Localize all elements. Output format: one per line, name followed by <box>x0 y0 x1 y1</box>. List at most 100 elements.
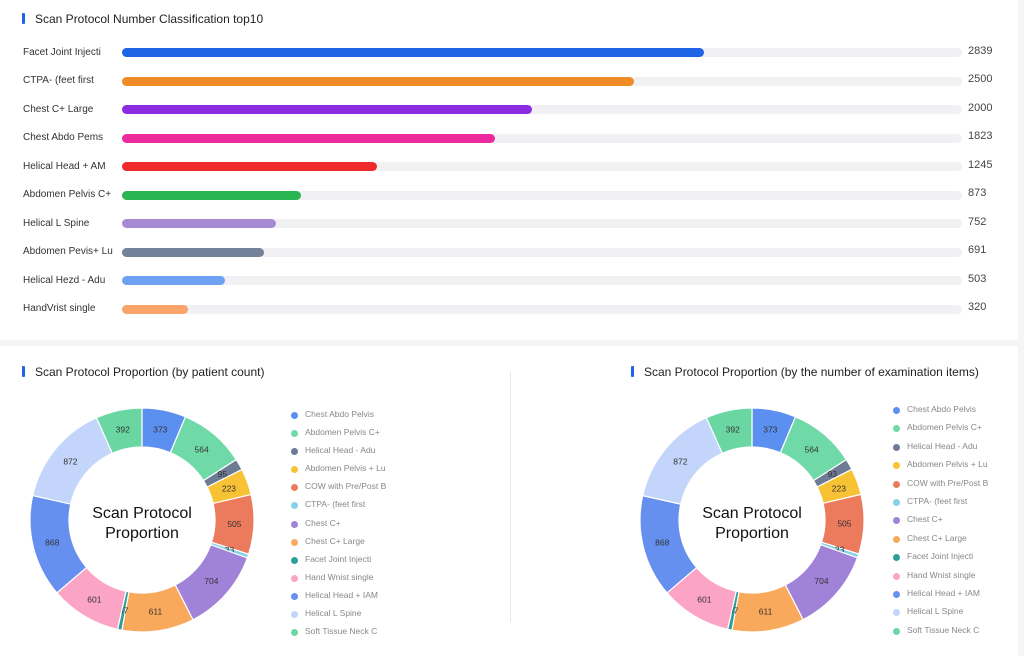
bar[interactable] <box>122 304 188 314</box>
bar[interactable] <box>122 162 378 172</box>
bar-track <box>122 190 962 200</box>
legend-dot-icon <box>291 412 298 419</box>
bar-track <box>122 48 962 57</box>
bar-value-label: 1823 <box>968 130 993 143</box>
legend-dot-icon <box>291 592 298 600</box>
legend-dot-icon <box>893 407 900 414</box>
legend-dot-icon <box>893 462 900 470</box>
legend-dot-icon <box>893 572 900 580</box>
legend-label: Chest C+ Large <box>305 535 365 546</box>
legend-label: Abdomen Pelvis + Lu <box>305 463 386 474</box>
legend-label: Helical Head - Adu <box>907 440 978 451</box>
bar-chart-title: Scan Protocol Number Classification top1… <box>35 12 264 26</box>
legend-label: COW with Pre/Post B <box>907 477 989 488</box>
legend-dot-icon <box>893 443 900 451</box>
legend-label: Helical Head + IAM <box>907 587 980 598</box>
bar-value-label: 691 <box>968 244 987 257</box>
title-accent-mark <box>22 13 25 24</box>
title-accent-mark <box>22 366 25 377</box>
legend-label: Helical Head - Adu <box>305 445 376 456</box>
legend-dot-icon <box>291 502 298 510</box>
bar-track <box>122 304 962 314</box>
bar-value-label: 2500 <box>968 73 993 86</box>
legend-label: COW with Pre/Post B <box>305 481 387 492</box>
legend-dot-icon <box>893 590 900 598</box>
bar-track <box>122 105 962 115</box>
bar-value-label: 1245 <box>968 158 993 171</box>
legend-label: Chest C+ <box>907 514 943 525</box>
bar-value-label: 752 <box>968 215 987 228</box>
legend-dot-icon <box>893 517 900 525</box>
bar-label: Abdomen Pelvis C+ <box>23 189 112 201</box>
legend-dot-icon <box>291 520 298 528</box>
bar-value-label: 2000 <box>968 101 993 114</box>
legend-label: Helical L Spine <box>907 606 964 617</box>
legend-dot-icon <box>291 430 298 438</box>
bar[interactable] <box>122 247 264 257</box>
bar-track <box>122 247 962 257</box>
bar-value-label: 320 <box>968 301 987 314</box>
legend-label: CTPA- (feet first <box>305 499 366 510</box>
legend-dot-icon <box>291 538 298 546</box>
legend-label: Chest C+ Large <box>907 532 967 543</box>
bar[interactable] <box>122 48 704 57</box>
bar[interactable] <box>122 133 496 143</box>
legend-dot-icon <box>291 611 298 619</box>
bar-label: Helical Head + AM <box>23 160 106 172</box>
bar-track <box>122 276 962 286</box>
legend-dot-icon <box>291 448 298 456</box>
legend-label: Helical Head + IAM <box>305 589 378 600</box>
bar-track <box>122 133 962 143</box>
title-accent-mark <box>631 366 634 377</box>
legend-dot-icon <box>893 609 900 617</box>
legend-label: Chest Abdo Pelvis <box>305 409 374 419</box>
bar-label: Abdomen Pevis+ Lu <box>23 246 113 258</box>
legend-dot-icon <box>893 627 900 635</box>
bar-label: Chest C+ Large <box>23 103 94 115</box>
legend-label: Facet Joint Injecti <box>907 551 974 562</box>
donut-right-title: Scan Protocol Proportion (by the number … <box>644 365 979 379</box>
bar-value-label: 2839 <box>968 44 993 57</box>
legend-label: Hand Wnist single <box>907 569 976 580</box>
bar-track <box>122 76 962 86</box>
legend-label: Soft Tissue Neck C <box>907 624 980 635</box>
legend-dot-icon <box>291 466 298 474</box>
legend-label: Abdomen Pelvis C+ <box>907 422 982 433</box>
bar[interactable] <box>122 190 301 200</box>
bar[interactable] <box>122 276 226 286</box>
bar-value-label: 873 <box>968 187 987 200</box>
legend-label: Soft Tissue Neck C <box>305 626 378 637</box>
legend-label: Hand Wnist single <box>305 571 374 582</box>
bar-track <box>122 219 962 229</box>
legend-label: Facet Joint Injecti <box>305 553 372 564</box>
legend-dot-icon <box>893 480 900 488</box>
legend-dot-icon <box>893 535 900 543</box>
bar-track <box>122 162 962 172</box>
legend-dot-icon <box>291 556 298 564</box>
donut-charts-panel <box>0 346 1018 656</box>
legend-label: Helical L Spine <box>305 608 362 619</box>
legend-dot-icon <box>291 574 298 582</box>
legend-label: Chest C+ <box>305 517 341 528</box>
legend-dot-icon <box>893 498 900 506</box>
legend-label: Abdomen Pelvis C+ <box>305 427 380 438</box>
legend-dot-icon <box>291 484 298 492</box>
legend-label: Abdomen Pelvis + Lu <box>907 459 988 470</box>
bar[interactable] <box>122 219 277 229</box>
bar-label: Helical L Spine <box>23 217 90 229</box>
bar[interactable] <box>122 105 532 115</box>
bar-label: Helical Hezd - Adu <box>23 274 106 286</box>
bar-label: Chest Abdo Pems <box>23 132 104 144</box>
donut-left-title: Scan Protocol Proportion (by patient cou… <box>35 365 265 379</box>
legend-label: Chest Abdo Pelvis <box>907 404 976 414</box>
bar-label: HandVrist single <box>23 303 96 315</box>
legend-dot-icon <box>291 629 298 637</box>
bar-label: Facet Joint Injecti <box>23 46 101 58</box>
bar[interactable] <box>122 76 635 86</box>
bar-label: CTPA- (feet first <box>23 75 94 87</box>
panel-divider <box>510 372 511 622</box>
bar-value-label: 503 <box>968 272 987 285</box>
legend-label: CTPA- (feet first <box>907 495 968 506</box>
legend-dot-icon <box>893 554 900 562</box>
bar-chart-panel: Scan Protocol Number Classification top1… <box>0 0 1018 340</box>
